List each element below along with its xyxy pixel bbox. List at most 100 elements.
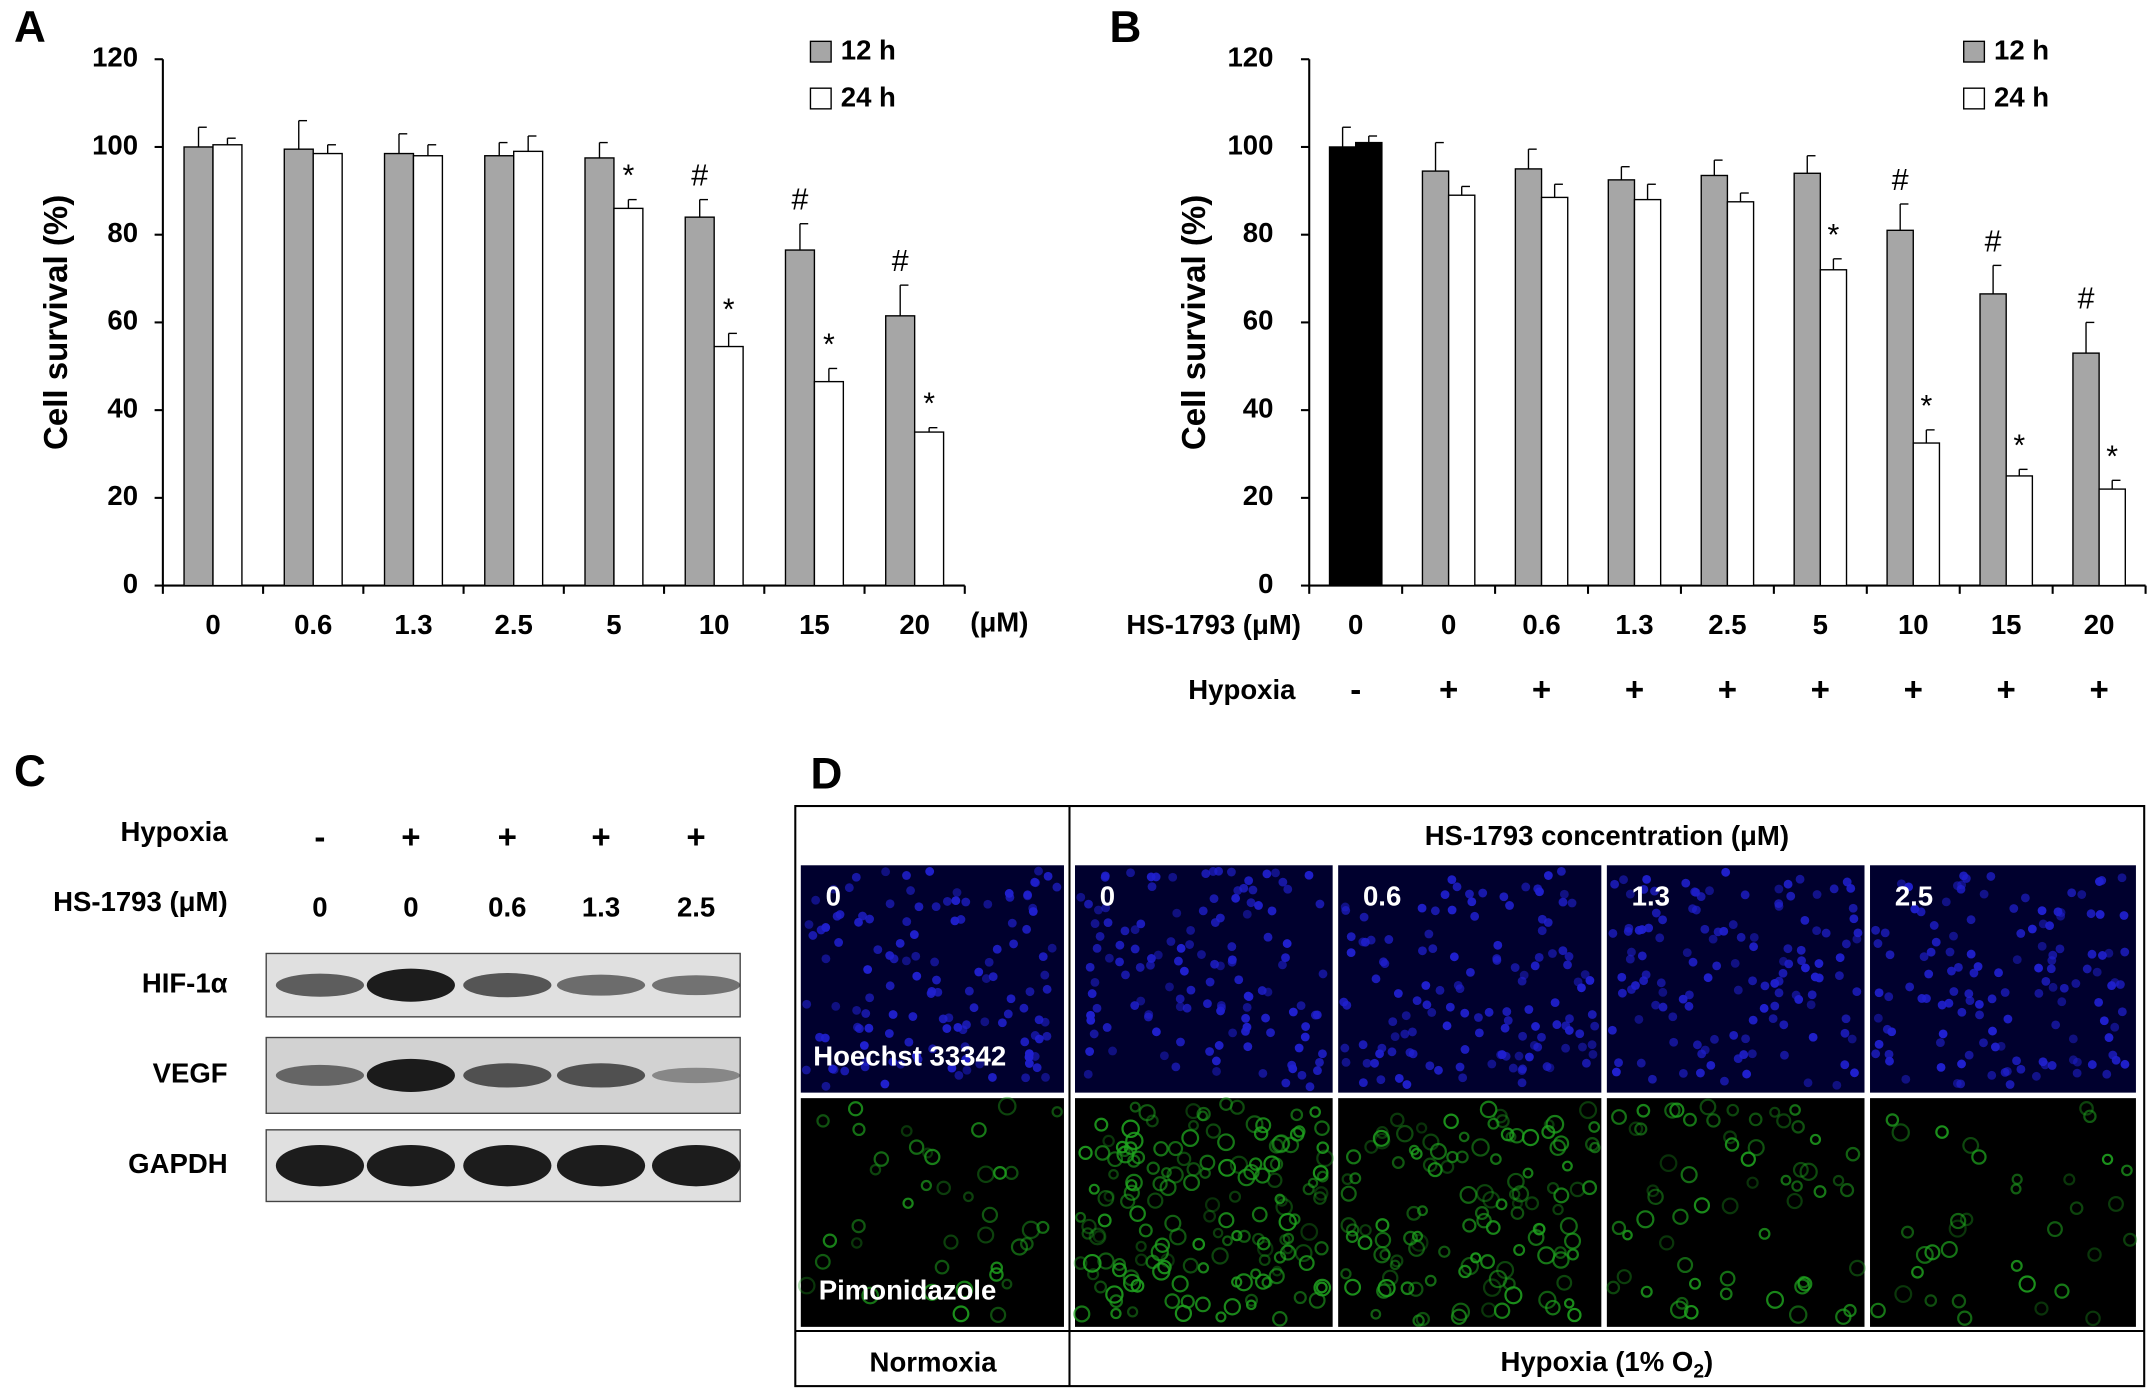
nucleus	[1136, 919, 1146, 929]
nucleus	[1434, 1065, 1443, 1075]
nucleus	[2005, 1080, 2015, 1089]
cell	[1482, 1190, 1500, 1209]
nucleus	[1575, 1029, 1585, 1039]
cell	[1482, 1278, 1502, 1297]
bar	[1633, 198, 1662, 587]
nucleus	[1474, 1028, 1484, 1038]
nucleus	[1518, 1031, 1528, 1041]
nucleus	[1821, 928, 1831, 938]
cell	[1372, 1129, 1390, 1147]
nucleus	[1608, 929, 1618, 938]
row-value: 0	[312, 892, 327, 923]
nucleus	[1341, 1057, 1351, 1067]
bar	[1421, 170, 1450, 587]
nucleus	[942, 1024, 952, 1033]
nucleus	[1806, 1000, 1816, 1010]
nucleus	[1561, 1021, 1571, 1031]
nucleus	[1636, 1058, 1646, 1068]
nucleus	[1047, 943, 1057, 953]
nucleus	[1165, 982, 1174, 992]
cell	[1364, 1139, 1379, 1154]
blot-band	[556, 1144, 646, 1187]
nucleus	[928, 1044, 938, 1054]
cell	[1422, 1157, 1438, 1173]
cell	[1164, 1214, 1182, 1232]
cell	[1664, 1102, 1681, 1119]
nucleus	[1034, 1034, 1044, 1044]
nucleus	[902, 917, 912, 926]
nucleus	[992, 944, 1002, 954]
row-value: +	[591, 819, 610, 856]
nucleus	[853, 1022, 862, 1032]
cell	[1951, 1294, 1967, 1309]
cell	[990, 1306, 1007, 1323]
cell	[1252, 1232, 1265, 1246]
legend-swatch	[1963, 87, 1986, 110]
bar	[613, 207, 644, 587]
bar	[913, 431, 945, 587]
nucleus	[1214, 866, 1224, 876]
nucleus	[1089, 1029, 1099, 1039]
row-value: +	[498, 819, 517, 856]
nucleus	[1642, 874, 1652, 884]
cell	[1181, 1129, 1200, 1147]
nucleus	[2110, 1022, 2120, 1032]
nucleus	[901, 956, 911, 966]
cell	[1561, 1160, 1573, 1172]
cell	[1316, 1149, 1334, 1168]
cell	[993, 1166, 1007, 1180]
cell	[1138, 1223, 1153, 1238]
cell	[1500, 1127, 1515, 1142]
nucleus	[983, 899, 993, 909]
nucleus	[1812, 890, 1822, 899]
nucleus	[1840, 1028, 1850, 1038]
nucleus	[1466, 967, 1475, 977]
nucleus	[1197, 950, 1206, 959]
cell	[1511, 1185, 1530, 1203]
nucleus	[1986, 872, 1996, 881]
nucleus	[1474, 1013, 1483, 1022]
cell	[955, 1280, 974, 1299]
column-label: 0	[1100, 881, 1115, 912]
nucleus	[1095, 932, 1105, 941]
y-tick-label: 120	[1227, 42, 1273, 73]
nucleus	[1682, 948, 1692, 958]
nucleus	[1153, 950, 1163, 960]
nucleus	[2000, 988, 2010, 997]
cell	[1471, 1138, 1490, 1157]
cell	[1766, 1290, 1785, 1309]
cell	[822, 1233, 838, 1248]
cell	[1313, 1186, 1329, 1201]
cell	[1167, 1140, 1184, 1157]
cell	[1675, 1296, 1689, 1310]
nucleus	[1634, 1014, 1644, 1024]
nucleus	[1402, 1080, 1412, 1089]
y-tick-label: 20	[1243, 480, 1274, 511]
nucleus	[820, 1033, 830, 1043]
nucleus	[1708, 934, 1718, 944]
bar	[2098, 488, 2126, 587]
nucleus	[1025, 987, 1035, 997]
nucleus	[1578, 1042, 1587, 1052]
nucleus	[2119, 911, 2129, 920]
cell	[1135, 1240, 1147, 1252]
cell	[1307, 1177, 1319, 1189]
nucleus	[1852, 987, 1862, 997]
cell	[1316, 1141, 1330, 1154]
cell	[1680, 1166, 1698, 1184]
bar	[1726, 201, 1755, 587]
cell	[1166, 1166, 1184, 1184]
row-value: +	[686, 819, 705, 856]
nucleus	[1639, 976, 1649, 986]
cell	[1245, 1293, 1258, 1307]
bar	[2005, 475, 2034, 587]
nucleus	[1590, 1021, 1600, 1031]
nucleus	[1130, 944, 1140, 954]
nucleus	[909, 930, 919, 939]
x-unit: (μM)	[970, 606, 1028, 637]
nucleus	[1085, 1047, 1095, 1056]
cell	[1359, 1224, 1372, 1237]
nucleus	[1542, 1062, 1552, 1071]
nucleus	[1558, 897, 1568, 907]
nucleus	[1510, 963, 1520, 972]
